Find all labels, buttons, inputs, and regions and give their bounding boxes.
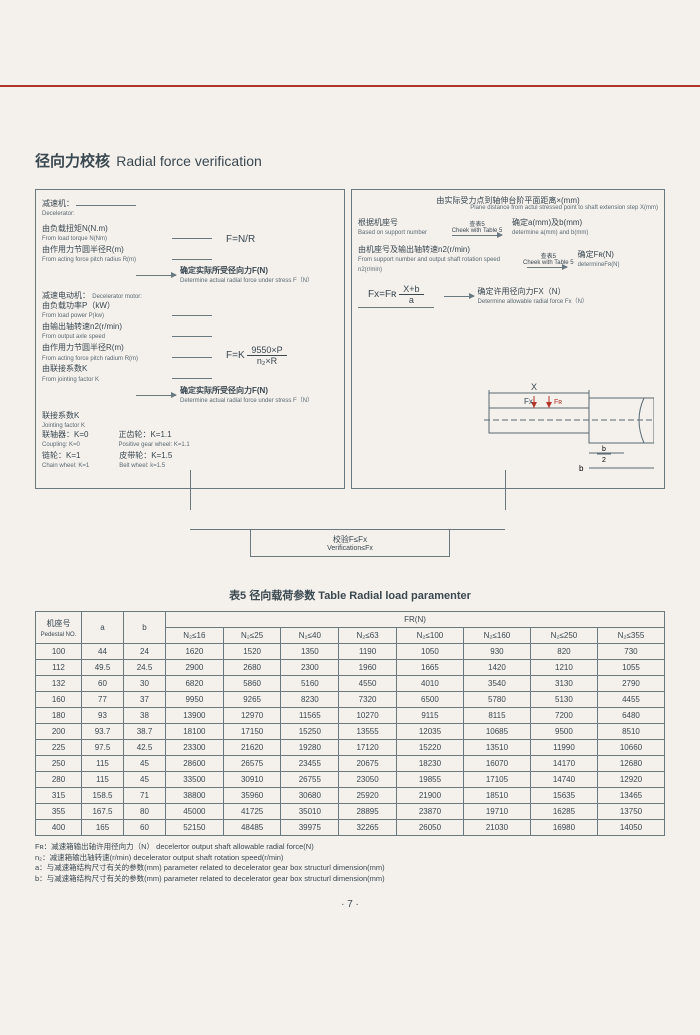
decel-label: 减速机： Decelerator: <box>42 196 338 218</box>
notes: Fʀ：减速箱输出轴许用径向力（N） decelertor output shaf… <box>35 842 665 884</box>
table-row: 160773799509265823073206500578051304455 <box>36 692 665 708</box>
table-row: 100442416201520135011901050930820730 <box>36 644 665 660</box>
table-header: N₂≤250 <box>530 628 597 644</box>
radial-load-table: 机座号Pedestal NO. a b FR(N) N₂≤16N₂≤25N₂≤4… <box>35 611 665 836</box>
svg-text:b: b <box>579 464 584 473</box>
right-box: 由实际受力点到轴伸台阶平面距离×(mm) Plane distance from… <box>351 189 665 489</box>
svg-text:Fx: Fx <box>524 397 533 406</box>
svg-text:2: 2 <box>602 457 606 464</box>
table-row: 11249.524.529002680230019601665142012101… <box>36 660 665 676</box>
table-row: 20093.738.718100171501525013555120351068… <box>36 724 665 740</box>
svg-text:Fʀ: Fʀ <box>554 399 562 406</box>
connector <box>190 470 191 510</box>
table-header: N₂≤355 <box>597 628 664 644</box>
left-box: 减速机： Decelerator: 由负载扭矩N(N.m)From load t… <box>35 189 345 489</box>
eq-fx: Fx=Fʀ X+ba <box>358 284 434 308</box>
table-header: N₂≤40 <box>281 628 339 644</box>
table-row: 22597.542.523300216201928017120152201351… <box>36 740 665 756</box>
table-row: 355167.580450004172535010288952387019710… <box>36 804 665 820</box>
eq-fk: F=K 9550×Pn₂×R <box>226 345 287 366</box>
page-number: · 7 · <box>35 899 665 910</box>
table-title: 表5 径向载荷参数 Table Radial load paramenter <box>35 587 665 603</box>
table-row: 315158.571388003596030680259202190018510… <box>36 788 665 804</box>
table-row: 132603068205860516045504010354031302790 <box>36 676 665 692</box>
table-row: 1809338139001297011565102709115811572006… <box>36 708 665 724</box>
connector <box>505 470 506 510</box>
title-cn: 径向力校核 <box>35 153 110 170</box>
table-header: N₂≤16 <box>166 628 224 644</box>
table-row: 2501154528600265752345520675182301607014… <box>36 756 665 772</box>
title: 径向力校核 Radial force verification <box>35 150 665 171</box>
shaft-diagram: X Fx Fʀ b 2 b <box>484 368 654 478</box>
svg-text:X: X <box>531 382 537 392</box>
page: 径向力校核 Radial force verification 减速机： Dec… <box>35 150 665 910</box>
divider <box>0 85 700 87</box>
table-header: N₂≤25 <box>223 628 281 644</box>
svg-text:b: b <box>602 446 606 453</box>
diagram-boxes: 减速机： Decelerator: 由负载扭矩N(N.m)From load t… <box>35 189 665 489</box>
table-header: N₂≤160 <box>463 628 530 644</box>
table-row: 4001656052150484853997532265260502103016… <box>36 820 665 836</box>
table-row: 2801154533500309102675523050198551710514… <box>36 772 665 788</box>
table-header: N₂≤100 <box>396 628 463 644</box>
verify-box: 校验F≤Fx Verification≤Fx <box>250 529 450 557</box>
table-header: N₂≤63 <box>339 628 397 644</box>
eq-fnr: F=N/R <box>226 234 255 245</box>
title-en: Radial force verification <box>116 153 262 169</box>
